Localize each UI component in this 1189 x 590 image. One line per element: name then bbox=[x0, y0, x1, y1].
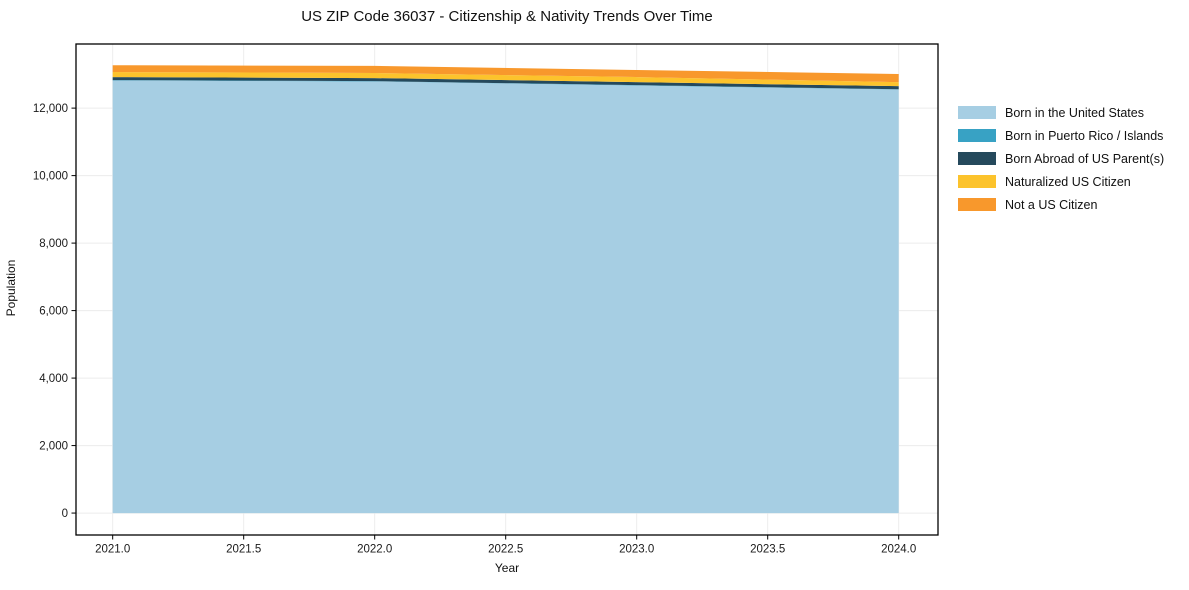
x-tick-label: 2023.5 bbox=[750, 544, 785, 556]
legend-label: Born in the United States bbox=[1005, 105, 1144, 120]
x-tick-label: 2021.5 bbox=[226, 544, 261, 556]
area-series bbox=[112, 72, 899, 87]
legend-label: Born Abroad of US Parent(s) bbox=[1005, 151, 1165, 166]
x-tick-label: 2024.0 bbox=[881, 544, 916, 556]
area-series bbox=[112, 80, 899, 514]
legend-label: Naturalized US Citizen bbox=[1005, 174, 1131, 189]
legend-item: Born in the United States bbox=[958, 101, 1164, 124]
area-series bbox=[112, 65, 899, 83]
legend-label: Born in Puerto Rico / Islands bbox=[1005, 128, 1164, 143]
legend-item: Born Abroad of US Parent(s) bbox=[958, 147, 1164, 170]
y-tick-label: 10,000 bbox=[33, 171, 68, 183]
legend: Born in the United States Born in Puerto… bbox=[958, 101, 1164, 216]
y-tick-label: 4,000 bbox=[39, 373, 68, 385]
legend-label: Not a US Citizen bbox=[1005, 197, 1098, 212]
x-tick-label: 2021.0 bbox=[95, 544, 130, 556]
x-tick-label: 2022.5 bbox=[488, 544, 523, 556]
y-tick-label: 2,000 bbox=[39, 440, 68, 452]
x-axis-label: Year bbox=[494, 561, 520, 575]
legend-swatch-icon bbox=[958, 129, 996, 142]
y-tick-label: 6,000 bbox=[39, 306, 68, 318]
area-series bbox=[112, 77, 899, 90]
legend-swatch-icon bbox=[958, 198, 996, 211]
y-axis-label: Population bbox=[4, 259, 18, 317]
y-tick-label: 8,000 bbox=[39, 238, 68, 250]
plot-border bbox=[75, 43, 939, 536]
legend-item: Naturalized US Citizen bbox=[958, 170, 1164, 193]
x-tick-label: 2023.0 bbox=[619, 544, 654, 556]
legend-swatch-icon bbox=[958, 106, 996, 119]
chart-title: US ZIP Code 36037 - Citizenship & Nativi… bbox=[301, 8, 713, 25]
y-tick-label: 12,000 bbox=[33, 103, 68, 115]
legend-swatch-icon bbox=[958, 152, 996, 165]
legend-item: Not a US Citizen bbox=[958, 193, 1164, 216]
y-tick-label: 0 bbox=[62, 508, 68, 520]
legend-swatch-icon bbox=[958, 175, 996, 188]
legend-item: Born in Puerto Rico / Islands bbox=[958, 124, 1164, 147]
x-tick-label: 2022.0 bbox=[357, 544, 392, 556]
